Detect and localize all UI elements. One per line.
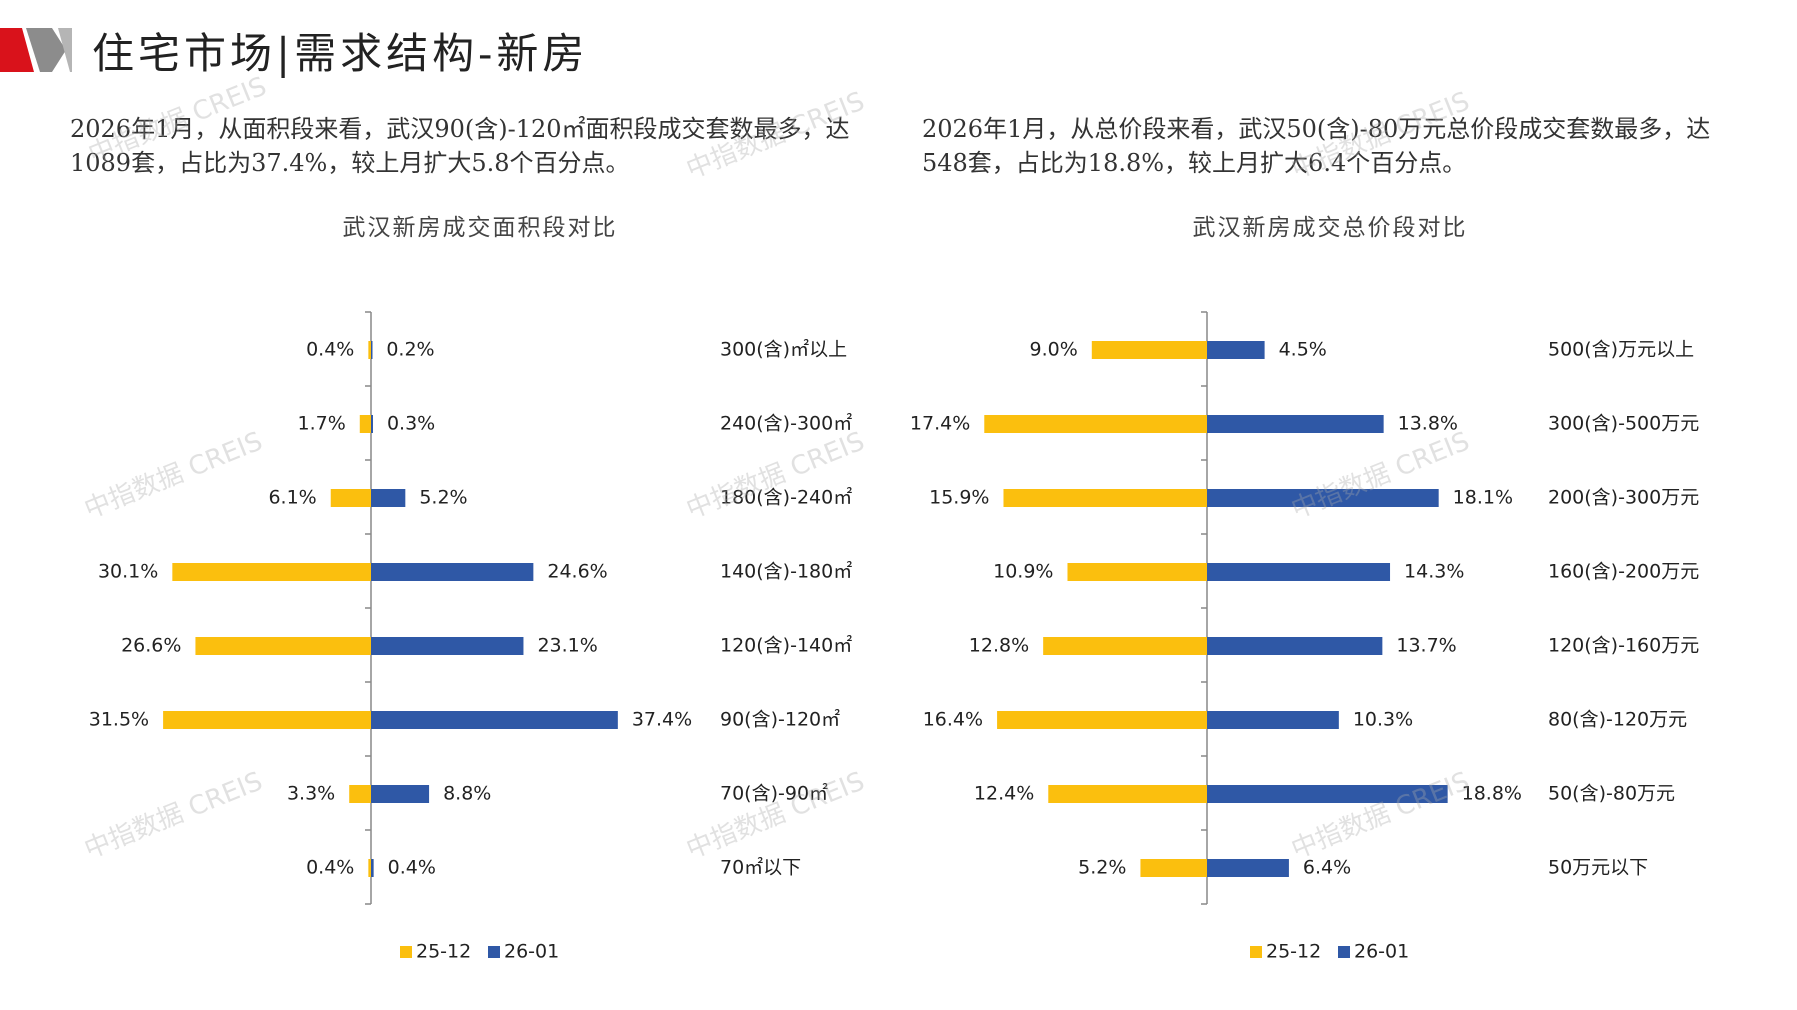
data-label: 0.4%: [388, 857, 436, 879]
data-label: 13.7%: [1396, 635, 1456, 657]
bar-25-12: [1048, 785, 1207, 803]
category-label: 80(含)-120万元: [1548, 709, 1687, 731]
data-label: 0.3%: [387, 413, 435, 435]
legend-swatch-25-12: [1250, 946, 1262, 958]
page-title: 住宅市场|需求结构-新房: [92, 29, 589, 78]
bar-26-01: [371, 563, 534, 581]
bar-25-12: [330, 489, 371, 507]
bar-26-01: [1207, 711, 1339, 729]
data-label: 18.1%: [1453, 487, 1513, 509]
bar-25-12: [368, 859, 371, 877]
bar-26-01: [1207, 563, 1391, 581]
category-label: 180(含)-240㎡: [720, 486, 852, 509]
data-label: 17.4%: [910, 413, 970, 435]
bar-26-01: [1207, 341, 1265, 359]
data-label: 23.1%: [537, 635, 597, 657]
bar-25-12: [195, 637, 371, 655]
data-label: 37.4%: [632, 709, 692, 731]
data-label: 8.8%: [443, 783, 491, 805]
bar-25-12: [359, 415, 371, 433]
bar-26-01: [371, 415, 373, 433]
bar-26-01: [371, 785, 430, 803]
bar-25-12: [997, 711, 1207, 729]
bar-25-12: [1043, 637, 1207, 655]
data-label: 1.7%: [297, 413, 345, 435]
data-label: 10.3%: [1353, 709, 1413, 731]
category-label: 70(含)-90㎡: [720, 782, 828, 805]
data-label: 18.8%: [1462, 783, 1522, 805]
bar-25-12: [1140, 859, 1207, 877]
bar-26-01: [1207, 785, 1448, 803]
data-label: 26.6%: [121, 635, 181, 657]
category-label: 300(含)-500万元: [1548, 413, 1699, 435]
bar-26-01: [371, 489, 406, 507]
bar-25-12: [368, 341, 371, 359]
category-label: 90(含)-120㎡: [720, 708, 840, 731]
data-label: 31.5%: [89, 709, 149, 731]
data-label: 13.8%: [1398, 413, 1458, 435]
legend-label: 25-12: [416, 941, 471, 963]
bar-26-01: [371, 637, 524, 655]
bar-26-01: [371, 859, 374, 877]
category-label: 200(含)-300万元: [1548, 487, 1699, 509]
legend-label: 26-01: [504, 941, 559, 963]
bar-25-12: [1067, 563, 1207, 581]
data-label: 5.2%: [1078, 857, 1126, 879]
category-label: 240(含)-300㎡: [720, 412, 852, 435]
bar-25-12: [349, 785, 371, 803]
bar-26-01: [1207, 415, 1384, 433]
category-label: 300(含)㎡以上: [720, 338, 847, 361]
data-label: 12.8%: [969, 635, 1029, 657]
data-label: 0.4%: [306, 339, 354, 361]
data-label: 15.9%: [929, 487, 989, 509]
category-label: 50(含)-80万元: [1548, 783, 1675, 805]
price-description: 2026年1月，从总价段来看，武汉50(含)-80万元总价段成交套数最多，达54…: [922, 115, 1711, 177]
category-label: 50万元以下: [1548, 857, 1648, 879]
bar-25-12: [163, 711, 371, 729]
data-label: 3.3%: [287, 783, 335, 805]
area-chart-title: 武汉新房成交面积段对比: [342, 215, 618, 241]
bar-25-12: [1091, 341, 1207, 359]
category-label: 120(含)-140㎡: [720, 634, 852, 657]
data-label: 24.6%: [547, 561, 607, 583]
data-label: 10.9%: [993, 561, 1053, 583]
data-label: 6.4%: [1303, 857, 1351, 879]
data-label: 12.4%: [974, 783, 1034, 805]
bar-25-12: [984, 415, 1207, 433]
category-label: 70㎡以下: [720, 856, 801, 879]
data-label: 16.4%: [923, 709, 983, 731]
legend-label: 25-12: [1266, 941, 1321, 963]
legend-swatch-26-01: [488, 946, 500, 958]
bar-26-01: [1207, 637, 1383, 655]
bar-26-01: [1207, 489, 1439, 507]
data-label: 14.3%: [1404, 561, 1464, 583]
bar-25-12: [172, 563, 371, 581]
bar-26-01: [1207, 859, 1289, 877]
data-label: 4.5%: [1279, 339, 1327, 361]
category-label: 160(含)-200万元: [1548, 561, 1699, 583]
legend-label: 26-01: [1354, 941, 1409, 963]
category-label: 120(含)-160万元: [1548, 635, 1699, 657]
brand-logo-icon: [0, 28, 72, 72]
data-label: 5.2%: [419, 487, 467, 509]
data-label: 6.1%: [268, 487, 316, 509]
header: 住宅市场|需求结构-新房: [0, 0, 1797, 100]
bar-25-12: [1003, 489, 1207, 507]
category-label: 500(含)万元以上: [1548, 339, 1694, 361]
price-chart-title: 武汉新房成交总价段对比: [1192, 215, 1468, 241]
category-label: 140(含)-180㎡: [720, 560, 852, 583]
legend-swatch-25-12: [400, 946, 412, 958]
legend-swatch-26-01: [1338, 946, 1350, 958]
data-label: 0.4%: [306, 857, 354, 879]
area-description: 2026年1月，从面积段来看，武汉90(含)-120㎡面积段成交套数最多，达10…: [70, 115, 850, 177]
bar-26-01: [371, 711, 618, 729]
bar-26-01: [371, 341, 373, 359]
data-label: 9.0%: [1030, 339, 1078, 361]
data-label: 0.2%: [386, 339, 434, 361]
data-label: 30.1%: [98, 561, 158, 583]
